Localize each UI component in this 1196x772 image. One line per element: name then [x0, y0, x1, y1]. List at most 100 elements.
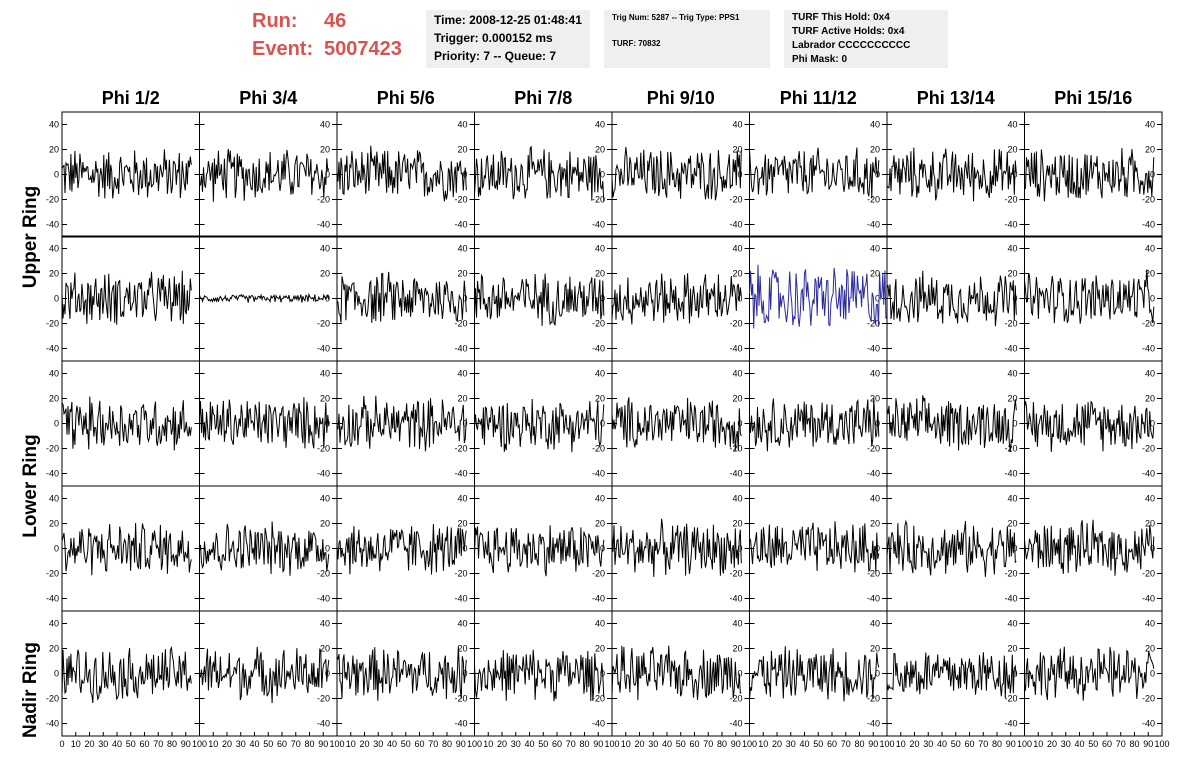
y-tick-label: 40 [595, 120, 605, 130]
y-tick-label: -20 [1142, 444, 1155, 454]
y-tick-label: -20 [592, 444, 605, 454]
x-tick-label: 100 [879, 739, 894, 749]
waveform-trace [336, 646, 467, 701]
y-tick-label: -40 [1142, 344, 1155, 354]
y-tick-label: -20 [317, 444, 330, 454]
column-header: Phi 1/2 [102, 88, 160, 108]
y-tick-label: -20 [1004, 694, 1017, 704]
y-tick-label: -40 [867, 594, 880, 604]
y-tick-label: 0 [54, 170, 59, 180]
y-tick-label: 40 [1145, 494, 1155, 504]
y-tick-label: 20 [1145, 519, 1155, 529]
waveform-trace [749, 147, 880, 199]
y-tick-label: 40 [1007, 120, 1017, 130]
y-tick-label: 20 [870, 145, 880, 155]
y-tick-label: 20 [457, 519, 467, 529]
y-tick-label: 40 [457, 244, 467, 254]
column-header: Phi 5/6 [377, 88, 435, 108]
x-tick-label: 50 [538, 739, 548, 749]
y-tick-label: 20 [732, 644, 742, 654]
waveform-trace [611, 273, 742, 325]
event-label: Event: [252, 38, 314, 60]
x-tick-label: 60 [827, 739, 837, 749]
waveform-trace [61, 522, 192, 576]
y-tick-label: 40 [732, 244, 742, 254]
y-tick-label: -20 [729, 694, 742, 704]
y-tick-label: 40 [320, 244, 330, 254]
y-tick-label: 40 [870, 120, 880, 130]
y-tick-label: 20 [870, 644, 880, 654]
y-tick-label: 20 [1145, 394, 1155, 404]
x-tick-label: 20 [909, 739, 919, 749]
waveform-trace [336, 395, 467, 452]
y-tick-label: 20 [457, 644, 467, 654]
y-tick-label: -40 [317, 594, 330, 604]
waveform-trace [474, 525, 605, 577]
y-tick-label: -20 [454, 444, 467, 454]
y-tick-label: -40 [317, 220, 330, 230]
waveform-trace [1024, 269, 1155, 324]
x-tick-label: 60 [552, 739, 562, 749]
y-tick-label: 40 [595, 494, 605, 504]
y-tick-label: 0 [875, 669, 880, 679]
waveform-trace [886, 270, 1017, 327]
y-tick-label: 20 [457, 145, 467, 155]
y-tick-label: -20 [592, 319, 605, 329]
panel-frame [474, 235, 613, 362]
x-tick-label: 100 [742, 739, 757, 749]
y-tick-label: -40 [46, 719, 59, 729]
y-tick-label: 0 [600, 170, 605, 180]
y-tick-label: 20 [320, 269, 330, 279]
x-tick-label: 30 [373, 739, 383, 749]
waveform-trace [474, 649, 605, 702]
row-label: Lower Ring [20, 434, 41, 537]
x-tick-label: 20 [772, 739, 782, 749]
y-tick-label: 40 [320, 369, 330, 379]
y-tick-label: -40 [46, 344, 59, 354]
x-tick-label: 40 [799, 739, 809, 749]
y-tick-label: -40 [454, 344, 467, 354]
y-tick-label: -40 [729, 469, 742, 479]
y-tick-label: 20 [1007, 519, 1017, 529]
y-tick-label: 40 [49, 494, 59, 504]
x-tick-label: 20 [1047, 739, 1057, 749]
y-tick-label: -40 [729, 344, 742, 354]
x-tick-label: 70 [428, 739, 438, 749]
y-tick-label: 0 [1150, 419, 1155, 429]
row-label: Nadir Ring [20, 642, 41, 738]
y-tick-label: 40 [49, 244, 59, 254]
waveform-trace [886, 652, 1017, 699]
turf-active-holds-text: TURF Active Holds: 0x4 [792, 26, 905, 37]
x-tick-label: 60 [277, 739, 287, 749]
y-tick-label: -20 [867, 694, 880, 704]
y-tick-label: -40 [1142, 719, 1155, 729]
x-tick-label: 70 [1116, 739, 1126, 749]
x-tick-label: 80 [992, 739, 1002, 749]
y-tick-label: -40 [867, 469, 880, 479]
y-tick-label: 40 [732, 120, 742, 130]
x-tick-label: 40 [112, 739, 122, 749]
y-tick-label: 40 [320, 619, 330, 629]
y-tick-label: -40 [867, 719, 880, 729]
y-tick-label: -20 [46, 444, 59, 454]
y-tick-label: 20 [49, 394, 59, 404]
y-tick-label: -20 [46, 319, 59, 329]
x-tick-label: 30 [786, 739, 796, 749]
x-tick-label: 100 [329, 739, 344, 749]
x-tick-label: 40 [524, 739, 534, 749]
waveform-trace [886, 395, 1017, 453]
y-tick-label: 20 [1007, 269, 1017, 279]
x-tick-label: 100 [1017, 739, 1032, 749]
waveform-trace [886, 519, 1017, 577]
x-tick-label: 70 [841, 739, 851, 749]
turf-info-box: TURF This Hold: 0x4 TURF Active Holds: 0… [784, 10, 948, 68]
x-tick-label: 60 [689, 739, 699, 749]
y-tick-label: 40 [457, 619, 467, 629]
x-tick-label: 70 [703, 739, 713, 749]
y-tick-label: 20 [595, 394, 605, 404]
y-tick-label: 40 [732, 369, 742, 379]
y-tick-label: 20 [1007, 394, 1017, 404]
x-tick-label: 90 [868, 739, 878, 749]
y-tick-label: -40 [867, 220, 880, 230]
waveform-trace [1024, 519, 1155, 576]
